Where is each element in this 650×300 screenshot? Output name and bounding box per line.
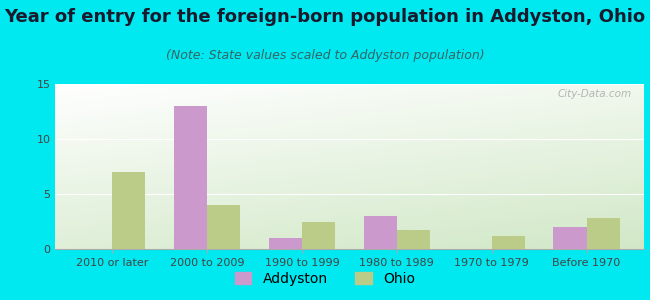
Bar bbox=[586, 218, 620, 249]
Bar bbox=[363, 216, 396, 249]
Text: City-Data.com: City-Data.com bbox=[558, 89, 632, 99]
Text: Year of entry for the foreign-born population in Addyston, Ohio: Year of entry for the foreign-born popul… bbox=[5, 8, 645, 26]
Bar bbox=[553, 227, 586, 249]
Bar bbox=[268, 238, 302, 249]
Bar bbox=[491, 236, 525, 249]
Text: (Note: State values scaled to Addyston population): (Note: State values scaled to Addyston p… bbox=[166, 50, 484, 62]
Bar bbox=[396, 230, 430, 249]
Legend: Addyston, Ohio: Addyston, Ohio bbox=[229, 266, 421, 292]
Bar bbox=[207, 205, 240, 249]
Bar bbox=[112, 172, 146, 249]
Bar bbox=[302, 221, 335, 249]
Bar bbox=[174, 106, 207, 249]
